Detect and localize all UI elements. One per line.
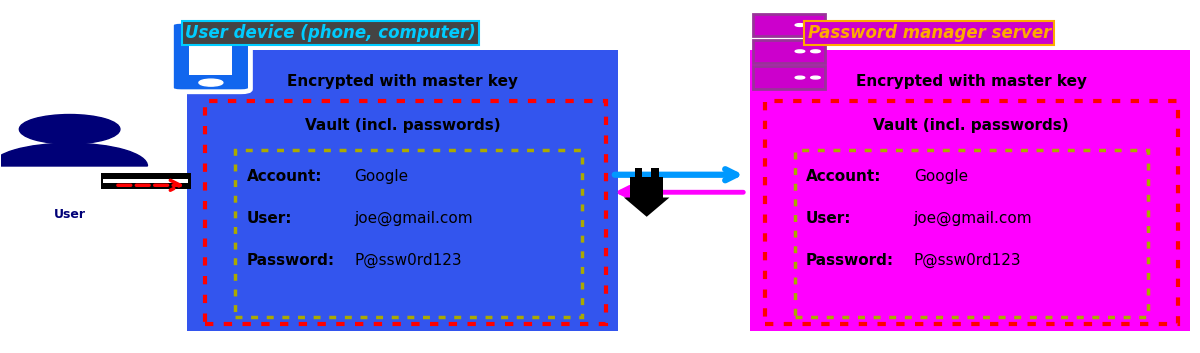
- FancyBboxPatch shape: [652, 168, 659, 176]
- Text: Encrypted with master key: Encrypted with master key: [856, 74, 1087, 89]
- Circle shape: [796, 50, 805, 53]
- Circle shape: [796, 76, 805, 79]
- Text: User device (phone, computer): User device (phone, computer): [185, 24, 476, 42]
- Circle shape: [796, 24, 805, 26]
- Text: Vault (incl. passwords): Vault (incl. passwords): [305, 118, 500, 133]
- Text: P@ssw0rd123: P@ssw0rd123: [354, 253, 462, 268]
- Text: Google: Google: [354, 169, 409, 184]
- FancyBboxPatch shape: [187, 50, 618, 331]
- Text: joe@gmail.com: joe@gmail.com: [354, 211, 473, 226]
- Text: Account:: Account:: [247, 169, 323, 184]
- Text: Account:: Account:: [806, 169, 882, 184]
- Polygon shape: [624, 198, 670, 217]
- Text: joe@gmail.com: joe@gmail.com: [913, 211, 1032, 226]
- Text: User: User: [54, 208, 85, 221]
- Circle shape: [811, 76, 821, 79]
- Text: Password:: Password:: [806, 253, 894, 268]
- Wedge shape: [0, 143, 148, 166]
- FancyBboxPatch shape: [754, 14, 826, 36]
- Circle shape: [811, 24, 821, 26]
- FancyBboxPatch shape: [172, 21, 251, 92]
- FancyBboxPatch shape: [635, 168, 642, 176]
- FancyBboxPatch shape: [190, 38, 233, 75]
- FancyBboxPatch shape: [630, 176, 664, 198]
- FancyBboxPatch shape: [754, 66, 826, 89]
- FancyBboxPatch shape: [103, 179, 188, 183]
- Text: P@ssw0rd123: P@ssw0rd123: [913, 253, 1021, 268]
- Text: User:: User:: [806, 211, 852, 226]
- FancyBboxPatch shape: [101, 173, 191, 189]
- FancyBboxPatch shape: [754, 40, 826, 63]
- Text: User:: User:: [247, 211, 293, 226]
- Circle shape: [199, 79, 223, 86]
- FancyBboxPatch shape: [750, 50, 1190, 331]
- Text: Google: Google: [913, 169, 967, 184]
- Text: Password:: Password:: [247, 253, 335, 268]
- Text: Password manager server: Password manager server: [808, 24, 1051, 42]
- Circle shape: [19, 114, 120, 144]
- Text: Encrypted with master key: Encrypted with master key: [287, 74, 518, 89]
- Circle shape: [811, 50, 821, 53]
- Text: Vault (incl. passwords): Vault (incl. passwords): [874, 118, 1069, 133]
